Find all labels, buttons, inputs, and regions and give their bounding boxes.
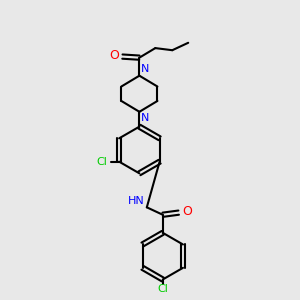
Text: Cl: Cl xyxy=(97,157,107,167)
Text: N: N xyxy=(141,113,149,124)
Text: N: N xyxy=(141,64,149,74)
Text: O: O xyxy=(109,49,119,62)
Text: Cl: Cl xyxy=(157,284,168,294)
Text: O: O xyxy=(182,205,192,218)
Text: HN: HN xyxy=(128,196,144,206)
